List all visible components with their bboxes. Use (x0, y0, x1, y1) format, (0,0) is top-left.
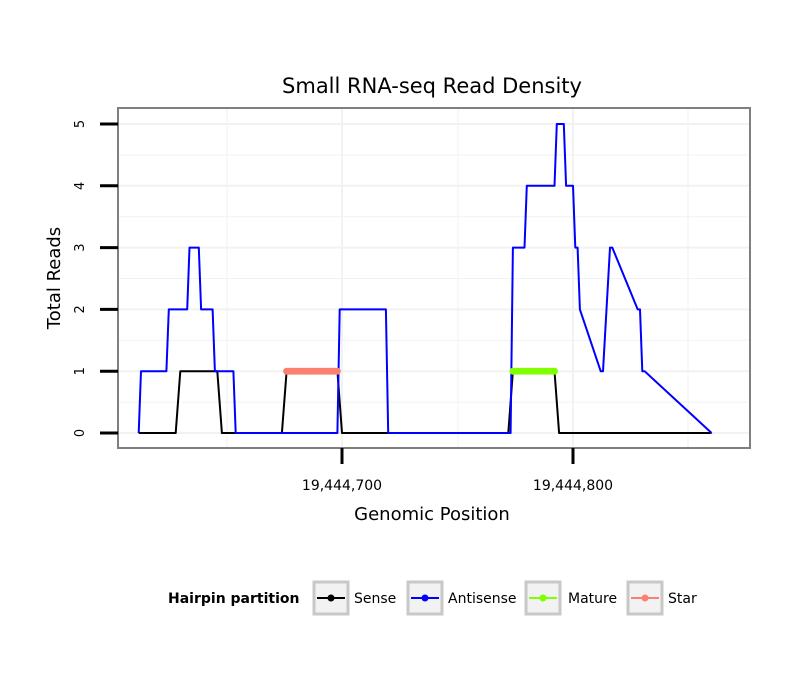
legend-key-point (327, 594, 335, 602)
series-line-antisense (137, 123, 713, 434)
data-point-mature (551, 367, 558, 375)
legend-key-point (421, 594, 429, 602)
data-point-star (333, 367, 341, 375)
chart-title: Small RNA-seq Read Density (282, 74, 582, 98)
x-tick-label: 19,444,800 (533, 478, 613, 494)
legend-label-antisense: Antisense (448, 591, 517, 607)
x-tick-label: 19,444,700 (302, 478, 382, 494)
legend-label-mature: Mature (568, 591, 617, 607)
y-tick-label: 4 (73, 182, 88, 190)
legend-title: Hairpin partition (168, 591, 299, 607)
y-tick-label: 1 (73, 367, 88, 375)
legend-label-star: Star (668, 591, 697, 607)
y-tick-label: 3 (73, 243, 88, 251)
x-axis-label: Genomic Position (354, 504, 510, 525)
y-tick-label: 0 (73, 429, 88, 437)
series-layer (137, 123, 713, 434)
legend-key-point (539, 594, 547, 602)
y-tick-label: 2 (73, 305, 88, 313)
y-axis-label: Total Reads (44, 227, 65, 330)
plot-panel-border (117, 107, 751, 449)
y-tick-label: 5 (73, 120, 88, 128)
legend-label-sense: Sense (354, 591, 396, 607)
legend: Hairpin partition Sense Antisense Mature St… (168, 580, 697, 616)
legend-key-point (641, 594, 649, 602)
axes: 0 1 2 3 4 5 19,444,700 19,444,800 (73, 120, 613, 494)
